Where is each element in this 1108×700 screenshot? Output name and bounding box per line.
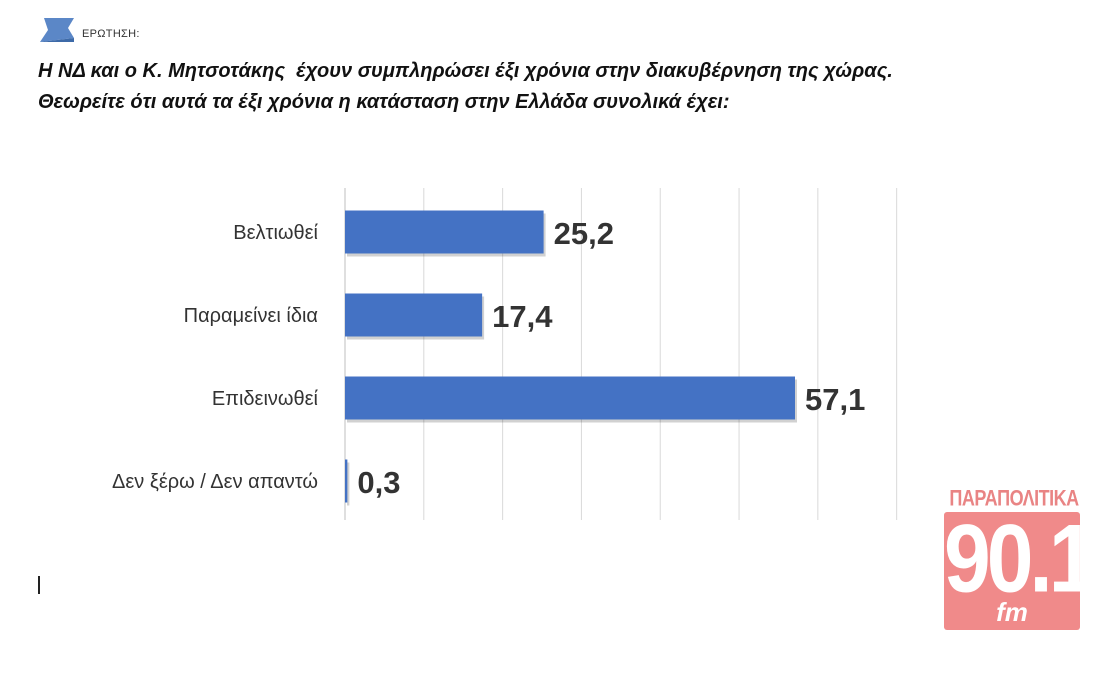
logo-number: 90.1	[944, 503, 1096, 613]
logo-box: 90.1 fm	[944, 503, 1096, 630]
bar-chart: Βελτιωθεί 25,2 Παραμείνει ίδια 17,4 Επιδεινω…	[112, 188, 898, 520]
question-header: ΕΡΩΤΗΣΗ:	[38, 18, 140, 42]
category-label: Επιδεινωθεί	[212, 388, 319, 410]
question-line-1: Η ΝΔ και ο Κ. Μητσοτάκης έχουν συμπληρώσ…	[38, 60, 893, 82]
bar-shadow	[347, 462, 350, 506]
logo-suffix: fm	[996, 597, 1028, 627]
bar	[345, 376, 795, 420]
bar	[345, 459, 348, 503]
question-text: Η ΝΔ και ο Κ. Μητσοτάκης έχουν συμπληρώσ…	[38, 56, 1098, 118]
category-label: Βελτιωθεί	[233, 222, 318, 244]
category-label: Δεν ξέρω / Δεν απαντώ	[112, 471, 318, 493]
question-label: ΕΡΩΤΗΣΗ:	[82, 28, 140, 40]
logo-top-text: ΠΑΡΑΠΟΛΙΤΙΚΑ	[949, 485, 1079, 511]
bar	[345, 293, 483, 337]
value-label: 25,2	[554, 216, 614, 251]
category-label: Παραμείνει ίδια	[184, 305, 318, 327]
station-logo: ΠΑΡΑΠΟΛΙΤΙΚΑ 90.1 fm	[944, 485, 1096, 638]
question-flag-icon	[40, 18, 74, 42]
question-line-2: Θεωρείτε ότι αυτά τα έξι χρόνια η κατάστ…	[38, 91, 730, 113]
value-label: 57,1	[805, 382, 865, 417]
text-cursor	[38, 576, 40, 594]
value-label: 17,4	[492, 299, 553, 334]
value-label: 0,3	[357, 465, 400, 500]
bar	[345, 210, 544, 254]
